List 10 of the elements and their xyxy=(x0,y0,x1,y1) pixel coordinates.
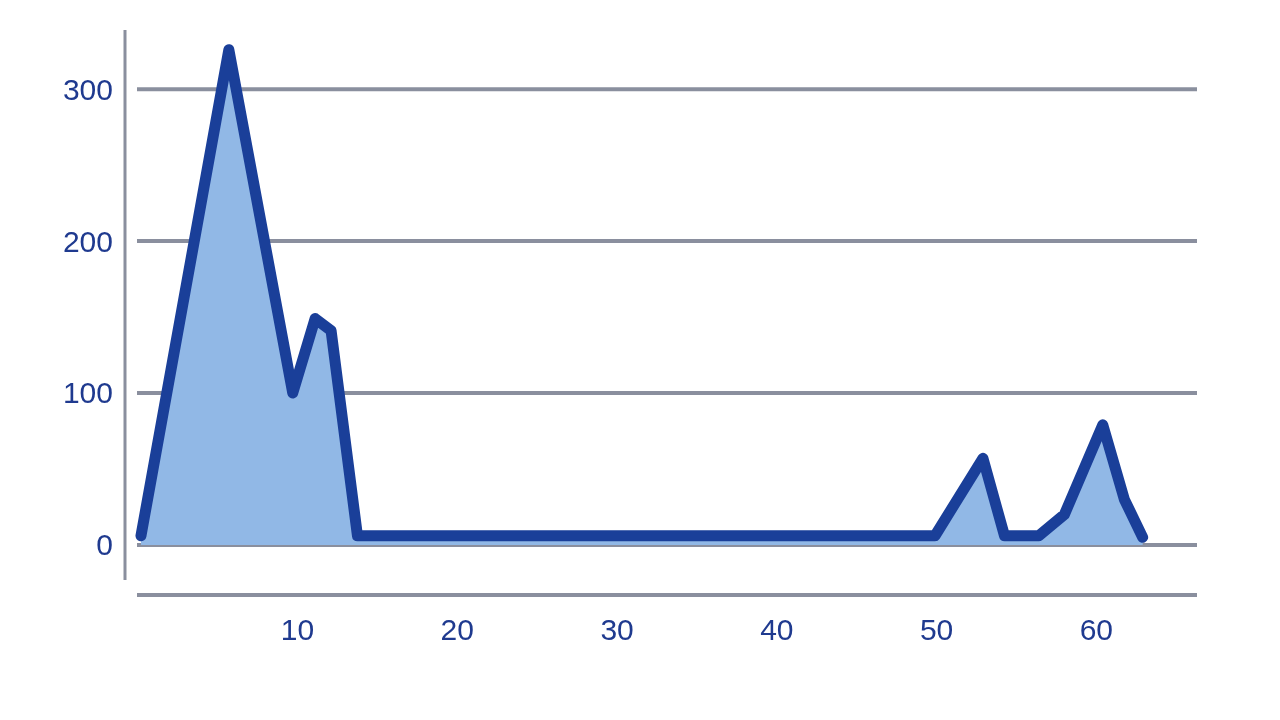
x-tick-label: 30 xyxy=(600,613,634,646)
y-tick-label: 0 xyxy=(96,528,113,562)
x-tick-label: 40 xyxy=(760,613,794,646)
y-tick-label: 200 xyxy=(62,224,113,258)
x-tick-label: 50 xyxy=(919,613,954,646)
y-tick-label: 300 xyxy=(62,72,113,106)
x-tick-label: 10 xyxy=(280,613,315,646)
x-tick-label: 60 xyxy=(1079,613,1114,646)
x-tick-label: 20 xyxy=(440,613,474,646)
y-tick-label: 100 xyxy=(62,376,113,410)
